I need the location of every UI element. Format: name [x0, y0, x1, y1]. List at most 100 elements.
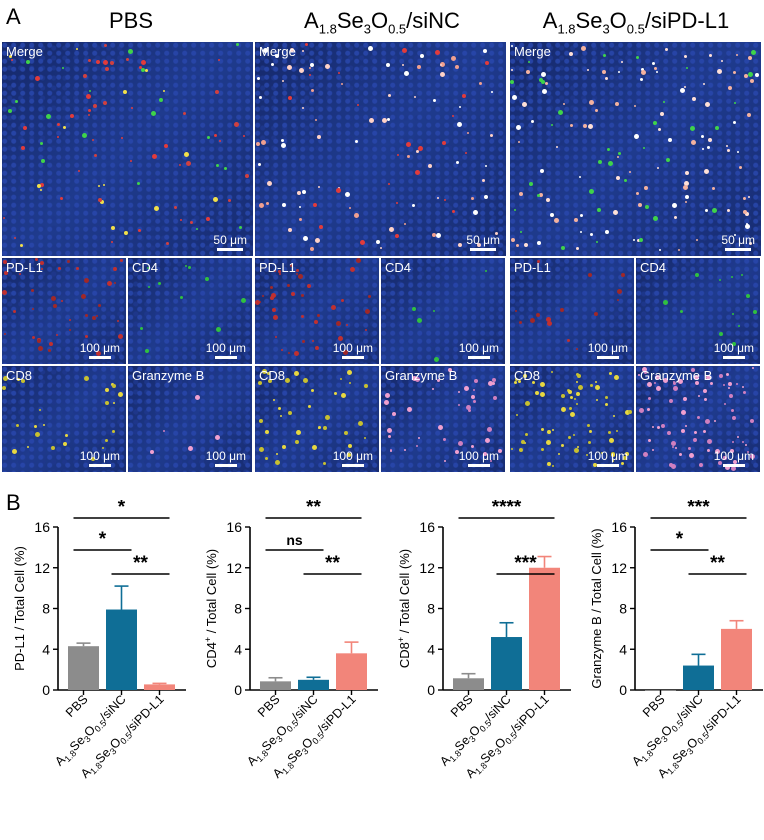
- fluorescent-cell: [463, 385, 469, 391]
- fluorescent-cell: [580, 45, 586, 51]
- image-channel-label: Granzyme B: [640, 368, 713, 383]
- fluorescent-cell: [589, 188, 595, 194]
- fluorescent-cell: [740, 274, 743, 277]
- fluorescent-cell: [357, 103, 360, 106]
- fluorescent-cell: [282, 444, 287, 449]
- fluorescent-cell: [476, 242, 481, 247]
- fluorescent-cell: [510, 237, 515, 242]
- fluorescent-cell: [539, 381, 545, 387]
- fluorescent-cell: [50, 296, 56, 302]
- fluorescent-cell: [467, 131, 470, 134]
- fluorescent-cell: [684, 424, 687, 427]
- pdl1-image: PD-L1 100 μm: [2, 258, 126, 364]
- fluorescent-cell: [605, 396, 609, 400]
- fluorescent-cell: [715, 125, 720, 130]
- fluorescent-cell: [277, 269, 281, 273]
- fluorescent-cell: [389, 449, 392, 452]
- fluorescent-cell: [561, 444, 565, 448]
- fluorescent-cell: [737, 151, 740, 154]
- fluorescent-cell: [659, 249, 662, 252]
- fluorescent-cell: [749, 454, 755, 460]
- column-title-sinc: A1.8Se3O0.5/siNC: [304, 8, 460, 37]
- fluorescent-cell: [491, 378, 496, 383]
- fluorescent-cell: [31, 336, 35, 340]
- fluorescent-cell: [85, 313, 89, 317]
- fluorescent-cell: [244, 174, 249, 179]
- fluorescent-cell: [387, 93, 391, 97]
- fluorescent-cell: [513, 381, 517, 385]
- fluorescent-cell: [525, 401, 531, 407]
- fluorescent-cell: [297, 190, 302, 195]
- fluorescent-cell: [458, 390, 461, 393]
- fluorescent-cell: [98, 184, 101, 187]
- fluorescent-cell: [124, 230, 129, 235]
- fluorescent-cell: [344, 192, 350, 198]
- fluorescent-cell: [726, 145, 729, 148]
- fluorescent-cell: [622, 455, 627, 460]
- panel-b-letter: B: [6, 490, 21, 515]
- fluorescent-cell: [588, 440, 592, 444]
- fluorescent-cell: [616, 155, 619, 158]
- fluorescent-cell: [316, 313, 320, 317]
- fluorescent-cell: [596, 240, 599, 243]
- fluorescent-cell: [528, 181, 533, 186]
- fluorescent-cell: [379, 247, 382, 250]
- fluorescent-cell: [540, 427, 544, 431]
- fluorescent-cell: [587, 124, 593, 130]
- fluorescent-cell: [375, 240, 380, 245]
- fluorescent-cell: [749, 242, 753, 246]
- fluorescent-cell: [728, 387, 731, 390]
- fluorescent-cell: [732, 70, 736, 74]
- fluorescent-cell: [275, 453, 278, 455]
- fluorescent-cell: [113, 282, 116, 284]
- fluorescent-cell: [440, 61, 446, 67]
- fluorescent-cell: [456, 121, 462, 127]
- fluorescent-cell: [732, 313, 735, 316]
- fluorescent-cell: [594, 385, 600, 391]
- fluorescent-cell: [569, 52, 574, 57]
- fluorescent-cell: [470, 197, 474, 201]
- fluorescent-cell: [434, 356, 440, 362]
- fluorescent-cell: [39, 189, 42, 192]
- fluorescent-cell: [681, 410, 687, 416]
- fluorescent-cell: [530, 317, 536, 323]
- cd8-image: CD8 100 μm: [2, 366, 126, 472]
- fluorescent-cell: [2, 259, 7, 264]
- fluorescent-cell: [482, 179, 486, 183]
- fluorescent-cell: [266, 371, 270, 375]
- fluorescent-cell: [8, 54, 12, 58]
- fluorescent-cell: [86, 93, 92, 99]
- fluorescent-cell: [417, 145, 423, 151]
- fluorescent-cell: [121, 137, 124, 140]
- fluorescent-cell: [721, 60, 724, 63]
- fluorescent-cell: [117, 320, 120, 323]
- fluorescent-cell: [66, 259, 70, 263]
- fluorescent-cell: [102, 101, 107, 106]
- fluorescent-cell: [665, 157, 670, 162]
- fluorescent-cell: [343, 349, 349, 355]
- chart-1: 0 4 8 12 16 CD4+ / Total Cell (%) PBSA1.8Se3O0…: [203, 497, 378, 781]
- fluorescent-cell: [20, 379, 25, 384]
- fluorescent-cell: [518, 379, 522, 383]
- bar: [298, 679, 329, 690]
- fluorescent-cell: [309, 246, 314, 251]
- image-channel-label: PD-L1: [6, 260, 43, 275]
- fluorescent-cell: [3, 332, 6, 335]
- fluorescent-cell: [605, 229, 610, 234]
- fluorescent-cell: [549, 213, 554, 218]
- granzyme-image: Granzyme B 100 μm: [636, 366, 760, 472]
- tissue-texture: [381, 258, 505, 364]
- fluorescent-cell: [545, 316, 551, 322]
- fluorescent-cell: [355, 139, 359, 143]
- fluorescent-cell: [432, 388, 435, 391]
- bar: [68, 646, 99, 690]
- fluorescent-cell: [238, 226, 242, 230]
- scale-bar-line: [214, 464, 237, 467]
- fluorescent-cell: [179, 164, 182, 167]
- fluorescent-cell: [552, 464, 555, 467]
- scale-bar-line: [596, 464, 619, 467]
- fluorescent-cell: [569, 407, 573, 411]
- fluorescent-cell: [435, 49, 441, 55]
- fluorescent-cell: [104, 401, 109, 406]
- fluorescent-cell: [129, 160, 132, 163]
